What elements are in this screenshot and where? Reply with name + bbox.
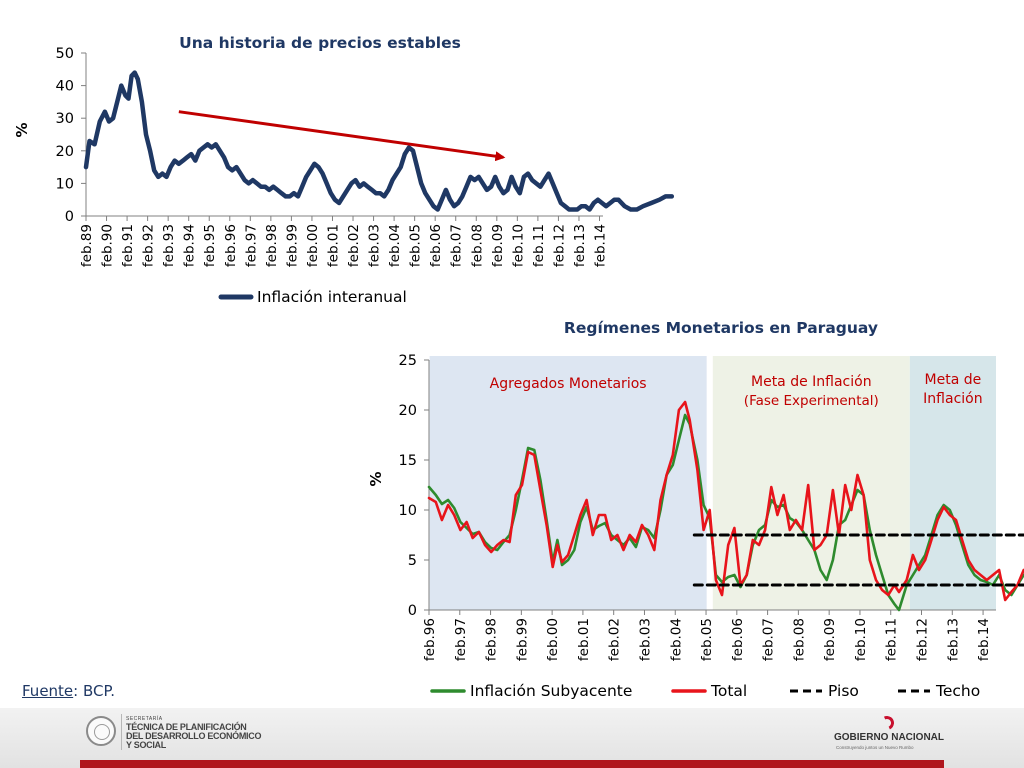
x-tick-label: feb.03 [637,618,653,661]
x-tick-label: feb.06 [428,224,444,267]
x-tick-label: feb.03 [367,224,383,267]
x-tick-label: feb.02 [346,224,362,267]
regime-band-1 [429,356,707,610]
x-tick-label: feb.95 [202,224,218,267]
x-tick-label: feb.97 [243,224,259,267]
stp-logo-text: SECRETARÍA TÉCNICA DE PLANIFICACIÓN DEL … [126,716,262,750]
series-line-4 [692,533,1024,537]
gobierno-logo-icon [880,716,890,732]
x-tick-label: feb.97 [453,618,469,661]
x-tick-label: feb.00 [545,618,561,661]
footer-divider [121,714,122,750]
x-tick-label: feb.10 [510,224,526,267]
x-tick-label: feb.98 [484,618,500,661]
x-tick-label: feb.00 [305,224,321,267]
legend-label: Piso [828,682,859,700]
series-line-3 [692,583,1024,587]
x-tick-label: feb.14 [593,224,609,267]
legend-label: Techo [935,682,980,700]
x-tick-label: feb.96 [223,224,239,267]
x-tick-label: feb.11 [884,618,900,661]
chart-title: Una historia de precios estables [179,34,461,52]
y-tick-label: 40 [56,79,74,95]
series-line-1 [427,413,1024,612]
national-seal-logo [86,716,116,746]
x-tick-label: feb.05 [699,618,715,661]
regime-label: Meta de Inflación [751,374,872,390]
x-tick-label: feb.04 [668,618,684,661]
x-tick-label: feb.93 [161,224,177,267]
y-tick-label: 50 [56,46,74,62]
source-note: Fuente: BCP. [22,682,115,700]
regime-label: Agregados Monetarios [490,376,647,392]
x-tick-label: feb.99 [514,618,530,661]
x-tick-label: feb.09 [490,224,506,267]
x-tick-label: feb.89 [79,224,95,267]
legend-label: Inflación interanual [257,288,407,306]
x-tick-label: feb.91 [120,224,136,267]
x-tick-label: feb.92 [141,224,157,267]
x-tick-label: feb.09 [822,618,838,661]
x-tick-label: feb.94 [182,224,198,267]
x-tick-label: feb.99 [284,224,300,267]
y-axis-label: % [13,122,31,137]
y-tick-label: 20 [56,144,74,160]
regime-label: Inflación [923,391,982,407]
x-tick-label: feb.98 [264,224,280,267]
x-tick-label: feb.06 [730,618,746,661]
trend-arrow [178,110,506,162]
chart-title: Regímenes Monetarios en Paraguay [564,319,878,337]
monetary-regimes-chart: Regímenes Monetarios en Paraguay Agregado… [367,319,1024,700]
legend-label: Inflación Subyacente [470,682,632,700]
y-tick-label: 15 [399,453,417,469]
x-tick-label: feb.08 [791,618,807,661]
y-tick-label: 10 [56,176,74,192]
x-tick-label: feb.13 [945,618,961,661]
x-tick-label: feb.01 [576,618,592,661]
regime-band-3 [909,356,996,610]
legend-label: Total [710,682,747,700]
y-tick-label: 10 [399,503,417,519]
series-line-1 [83,70,675,212]
x-tick-label: feb.90 [100,224,116,267]
y-tick-label: 0 [408,603,417,619]
x-tick-label: feb.07 [761,618,777,661]
regime-label: (Fase Experimental) [744,393,879,409]
x-tick-label: feb.10 [853,618,869,661]
regime-label: Meta de [925,372,982,388]
y-tick-label: 30 [56,111,74,127]
y-axis-label: % [367,471,385,486]
x-tick-label: feb.12 [915,618,931,661]
y-tick-label: 0 [65,209,74,225]
regime-band-2 [712,356,910,610]
x-tick-label: feb.05 [408,224,424,267]
footer [0,708,1024,768]
y-tick-label: 20 [399,403,417,419]
footer-red-bar [80,760,944,768]
inflation-history-chart: Una historia de precios estables 0 10 20 30 4… [13,34,675,306]
x-tick-label: feb.12 [551,224,567,267]
y-tick-label: 25 [399,353,417,369]
gobierno-nacional-logo: GOBIERNO NACIONAL Construyendo juntos un… [834,716,944,752]
x-tick-label: feb.96 [422,618,438,661]
x-tick-label: feb.07 [449,224,465,267]
x-tick-label: feb.13 [572,224,588,267]
series-line-2 [427,400,1024,602]
x-tick-label: feb.11 [531,224,547,267]
x-tick-label: feb.08 [469,224,485,267]
x-tick-label: feb.04 [387,224,403,267]
x-tick-label: feb.14 [976,618,992,661]
x-tick-label: feb.01 [325,224,341,267]
y-tick-label: 5 [408,553,417,569]
x-tick-label: feb.02 [607,618,623,661]
